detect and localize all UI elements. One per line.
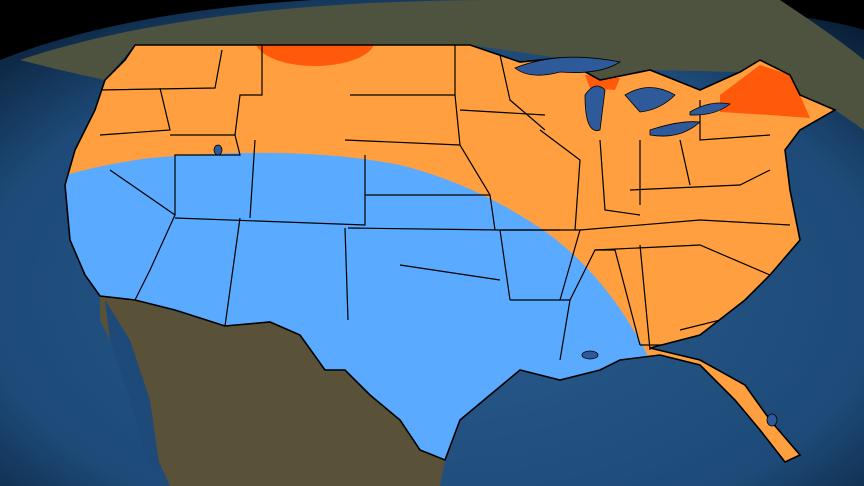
region-much-above-northeast xyxy=(720,65,810,118)
lake-pontchartrain xyxy=(581,350,599,360)
region-much-above-montana xyxy=(255,45,375,66)
lake-michigan xyxy=(584,85,606,131)
canada-land xyxy=(20,0,864,130)
gulf-of-california xyxy=(105,300,160,470)
state-borders xyxy=(99,45,791,381)
mexico-land xyxy=(100,296,445,486)
great-salt-lake xyxy=(213,144,223,156)
lake-superior xyxy=(514,56,622,76)
lake-ontario xyxy=(689,102,731,116)
lake-okeechobee xyxy=(766,413,778,427)
lake-huron xyxy=(624,87,676,113)
great-lakes xyxy=(213,56,778,427)
lake-erie xyxy=(649,121,701,137)
